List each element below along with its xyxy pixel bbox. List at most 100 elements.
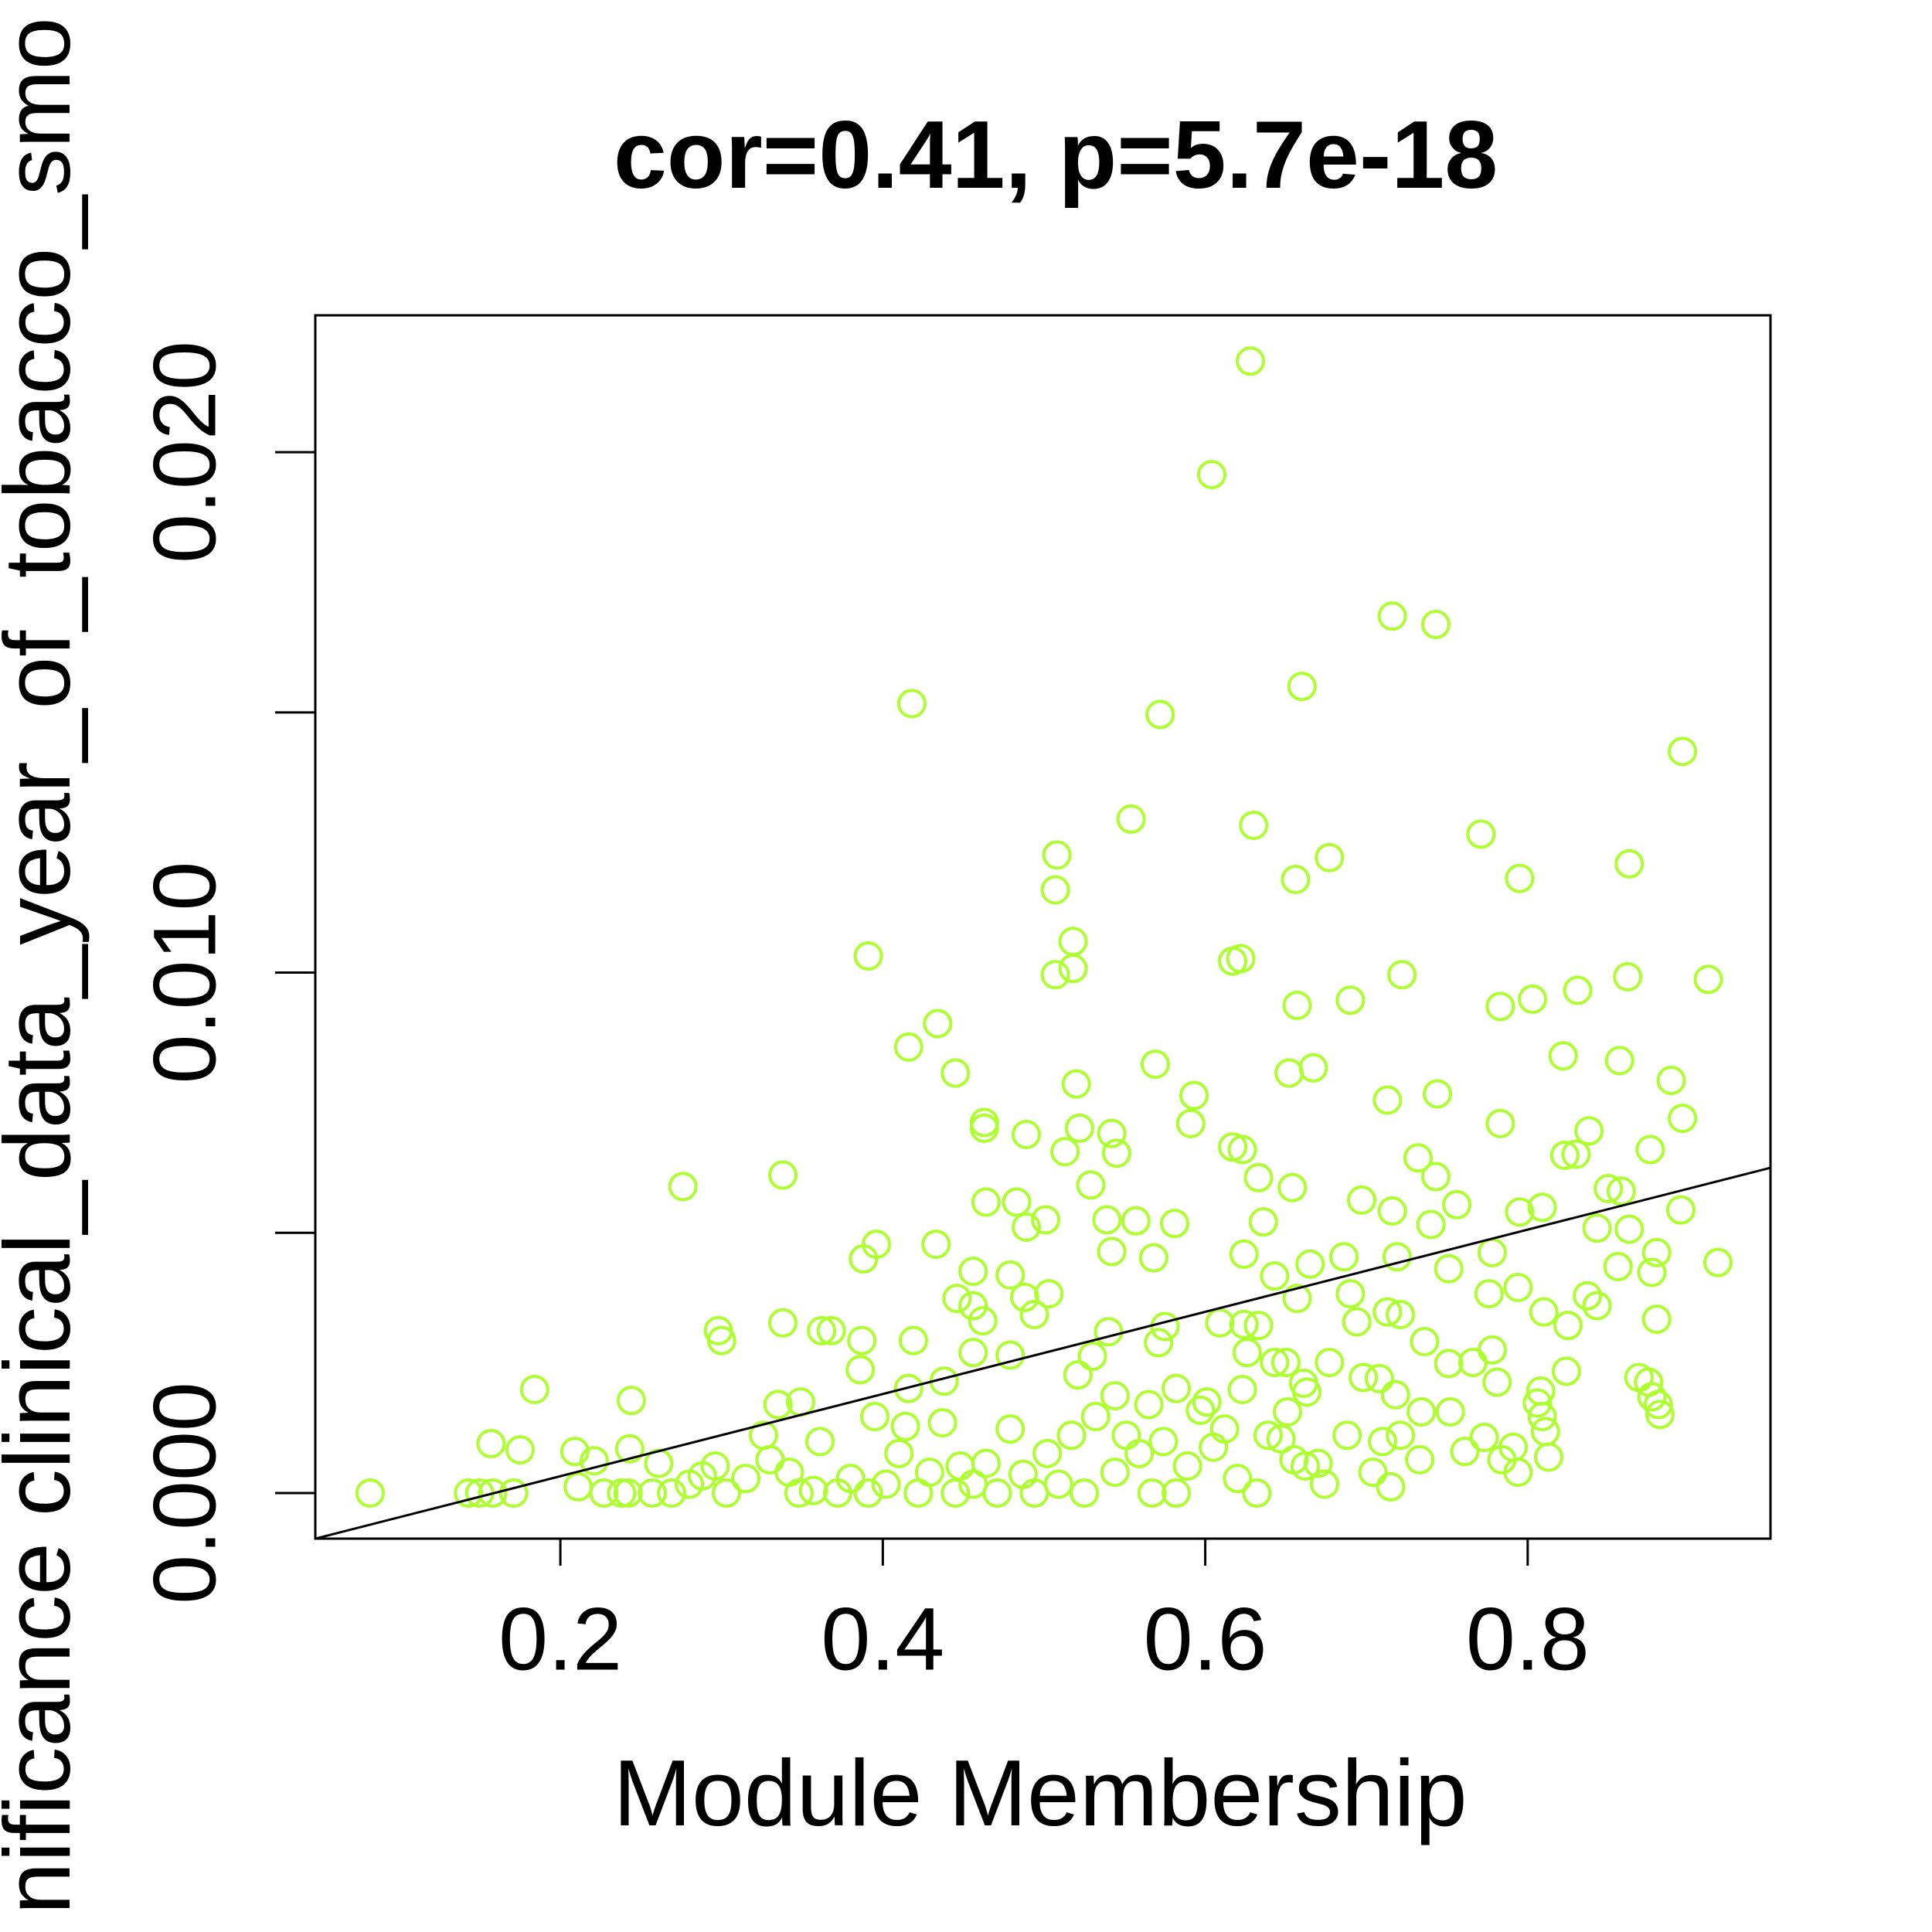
point <box>1242 1478 1272 1509</box>
point <box>1656 1065 1686 1095</box>
point <box>668 1172 698 1202</box>
point <box>893 1032 923 1062</box>
point <box>1298 1053 1328 1083</box>
point <box>563 1471 594 1502</box>
point <box>853 1478 883 1509</box>
point <box>1008 1459 1038 1489</box>
point <box>1380 1379 1410 1410</box>
point <box>1527 1402 1557 1432</box>
point <box>1162 1478 1192 1509</box>
point <box>971 1448 1001 1478</box>
point <box>1034 1279 1064 1309</box>
point <box>1594 1174 1624 1204</box>
y-tick-label: 0.020 <box>135 341 234 563</box>
point <box>1435 1396 1465 1427</box>
point <box>706 1325 736 1355</box>
point <box>1229 1309 1259 1339</box>
point <box>945 1451 975 1481</box>
point <box>478 1478 508 1509</box>
point <box>1416 1209 1446 1240</box>
point <box>940 1478 971 1509</box>
point <box>1563 975 1593 1005</box>
point <box>1420 610 1451 640</box>
point <box>519 1374 549 1404</box>
plot-frame <box>314 314 1772 1540</box>
point <box>1205 1308 1235 1338</box>
point <box>784 1478 814 1509</box>
point <box>1303 1448 1333 1478</box>
point <box>1387 960 1417 990</box>
point <box>613 1478 643 1509</box>
point <box>1266 1423 1296 1454</box>
point <box>1232 1338 1262 1368</box>
x-axis-label: Module Membership <box>613 1740 1467 1845</box>
point <box>1485 1108 1515 1138</box>
point <box>940 1058 971 1088</box>
point <box>1058 927 1088 957</box>
point <box>1474 1279 1504 1309</box>
point <box>798 1475 828 1505</box>
point <box>1309 1469 1339 1499</box>
point <box>1606 1176 1636 1206</box>
point <box>969 1107 999 1138</box>
chart-title: cor=0.41, p=5.7e-18 <box>614 102 1498 209</box>
point <box>1643 1389 1673 1420</box>
point <box>1315 842 1345 872</box>
point <box>657 1478 687 1509</box>
point <box>982 1478 1012 1509</box>
y-tick-label: 0.000 <box>135 1382 234 1604</box>
point <box>995 1260 1026 1290</box>
point <box>969 1113 999 1143</box>
point <box>1498 1432 1529 1462</box>
point <box>711 1478 741 1509</box>
point <box>1295 1249 1325 1279</box>
point <box>884 1438 914 1468</box>
point <box>1100 1458 1130 1488</box>
point <box>958 1291 988 1321</box>
point <box>1458 1347 1488 1377</box>
point <box>616 1386 646 1416</box>
point <box>1260 1261 1290 1291</box>
point <box>1040 960 1070 990</box>
point <box>1422 1079 1452 1109</box>
point <box>1637 1257 1667 1287</box>
point <box>560 1437 590 1467</box>
point <box>1162 1373 1192 1403</box>
point <box>1140 1049 1170 1080</box>
point <box>1002 1187 1032 1217</box>
point <box>1582 1291 1612 1321</box>
point <box>1505 1197 1535 1227</box>
point <box>890 1411 920 1441</box>
point <box>1092 1205 1122 1235</box>
point <box>1076 1170 1106 1200</box>
point <box>1553 1311 1583 1341</box>
point <box>1209 1414 1240 1444</box>
point <box>1111 1420 1141 1451</box>
point <box>898 1325 928 1355</box>
point <box>1137 1478 1167 1509</box>
point <box>1614 849 1645 879</box>
point <box>1063 1360 1093 1390</box>
point <box>1573 1281 1603 1311</box>
point <box>835 1464 866 1494</box>
point <box>476 1429 506 1459</box>
point <box>1434 1253 1464 1284</box>
point <box>1477 1237 1507 1267</box>
point <box>958 1338 988 1368</box>
point <box>1603 1252 1633 1282</box>
point <box>1239 810 1269 840</box>
point <box>1223 1464 1253 1494</box>
point <box>1290 1451 1320 1481</box>
point <box>1040 875 1070 905</box>
point <box>1148 1427 1179 1457</box>
point <box>1364 1363 1394 1393</box>
point <box>731 1464 761 1494</box>
point <box>1185 1395 1216 1425</box>
point <box>1116 804 1146 834</box>
point <box>1134 1389 1164 1420</box>
point <box>1668 1104 1698 1134</box>
point <box>1243 1162 1274 1192</box>
point <box>1574 1116 1604 1146</box>
point <box>589 1478 619 1509</box>
y-axis-label: nificance clinical_data_year_of_tobacco_… <box>0 17 90 1914</box>
